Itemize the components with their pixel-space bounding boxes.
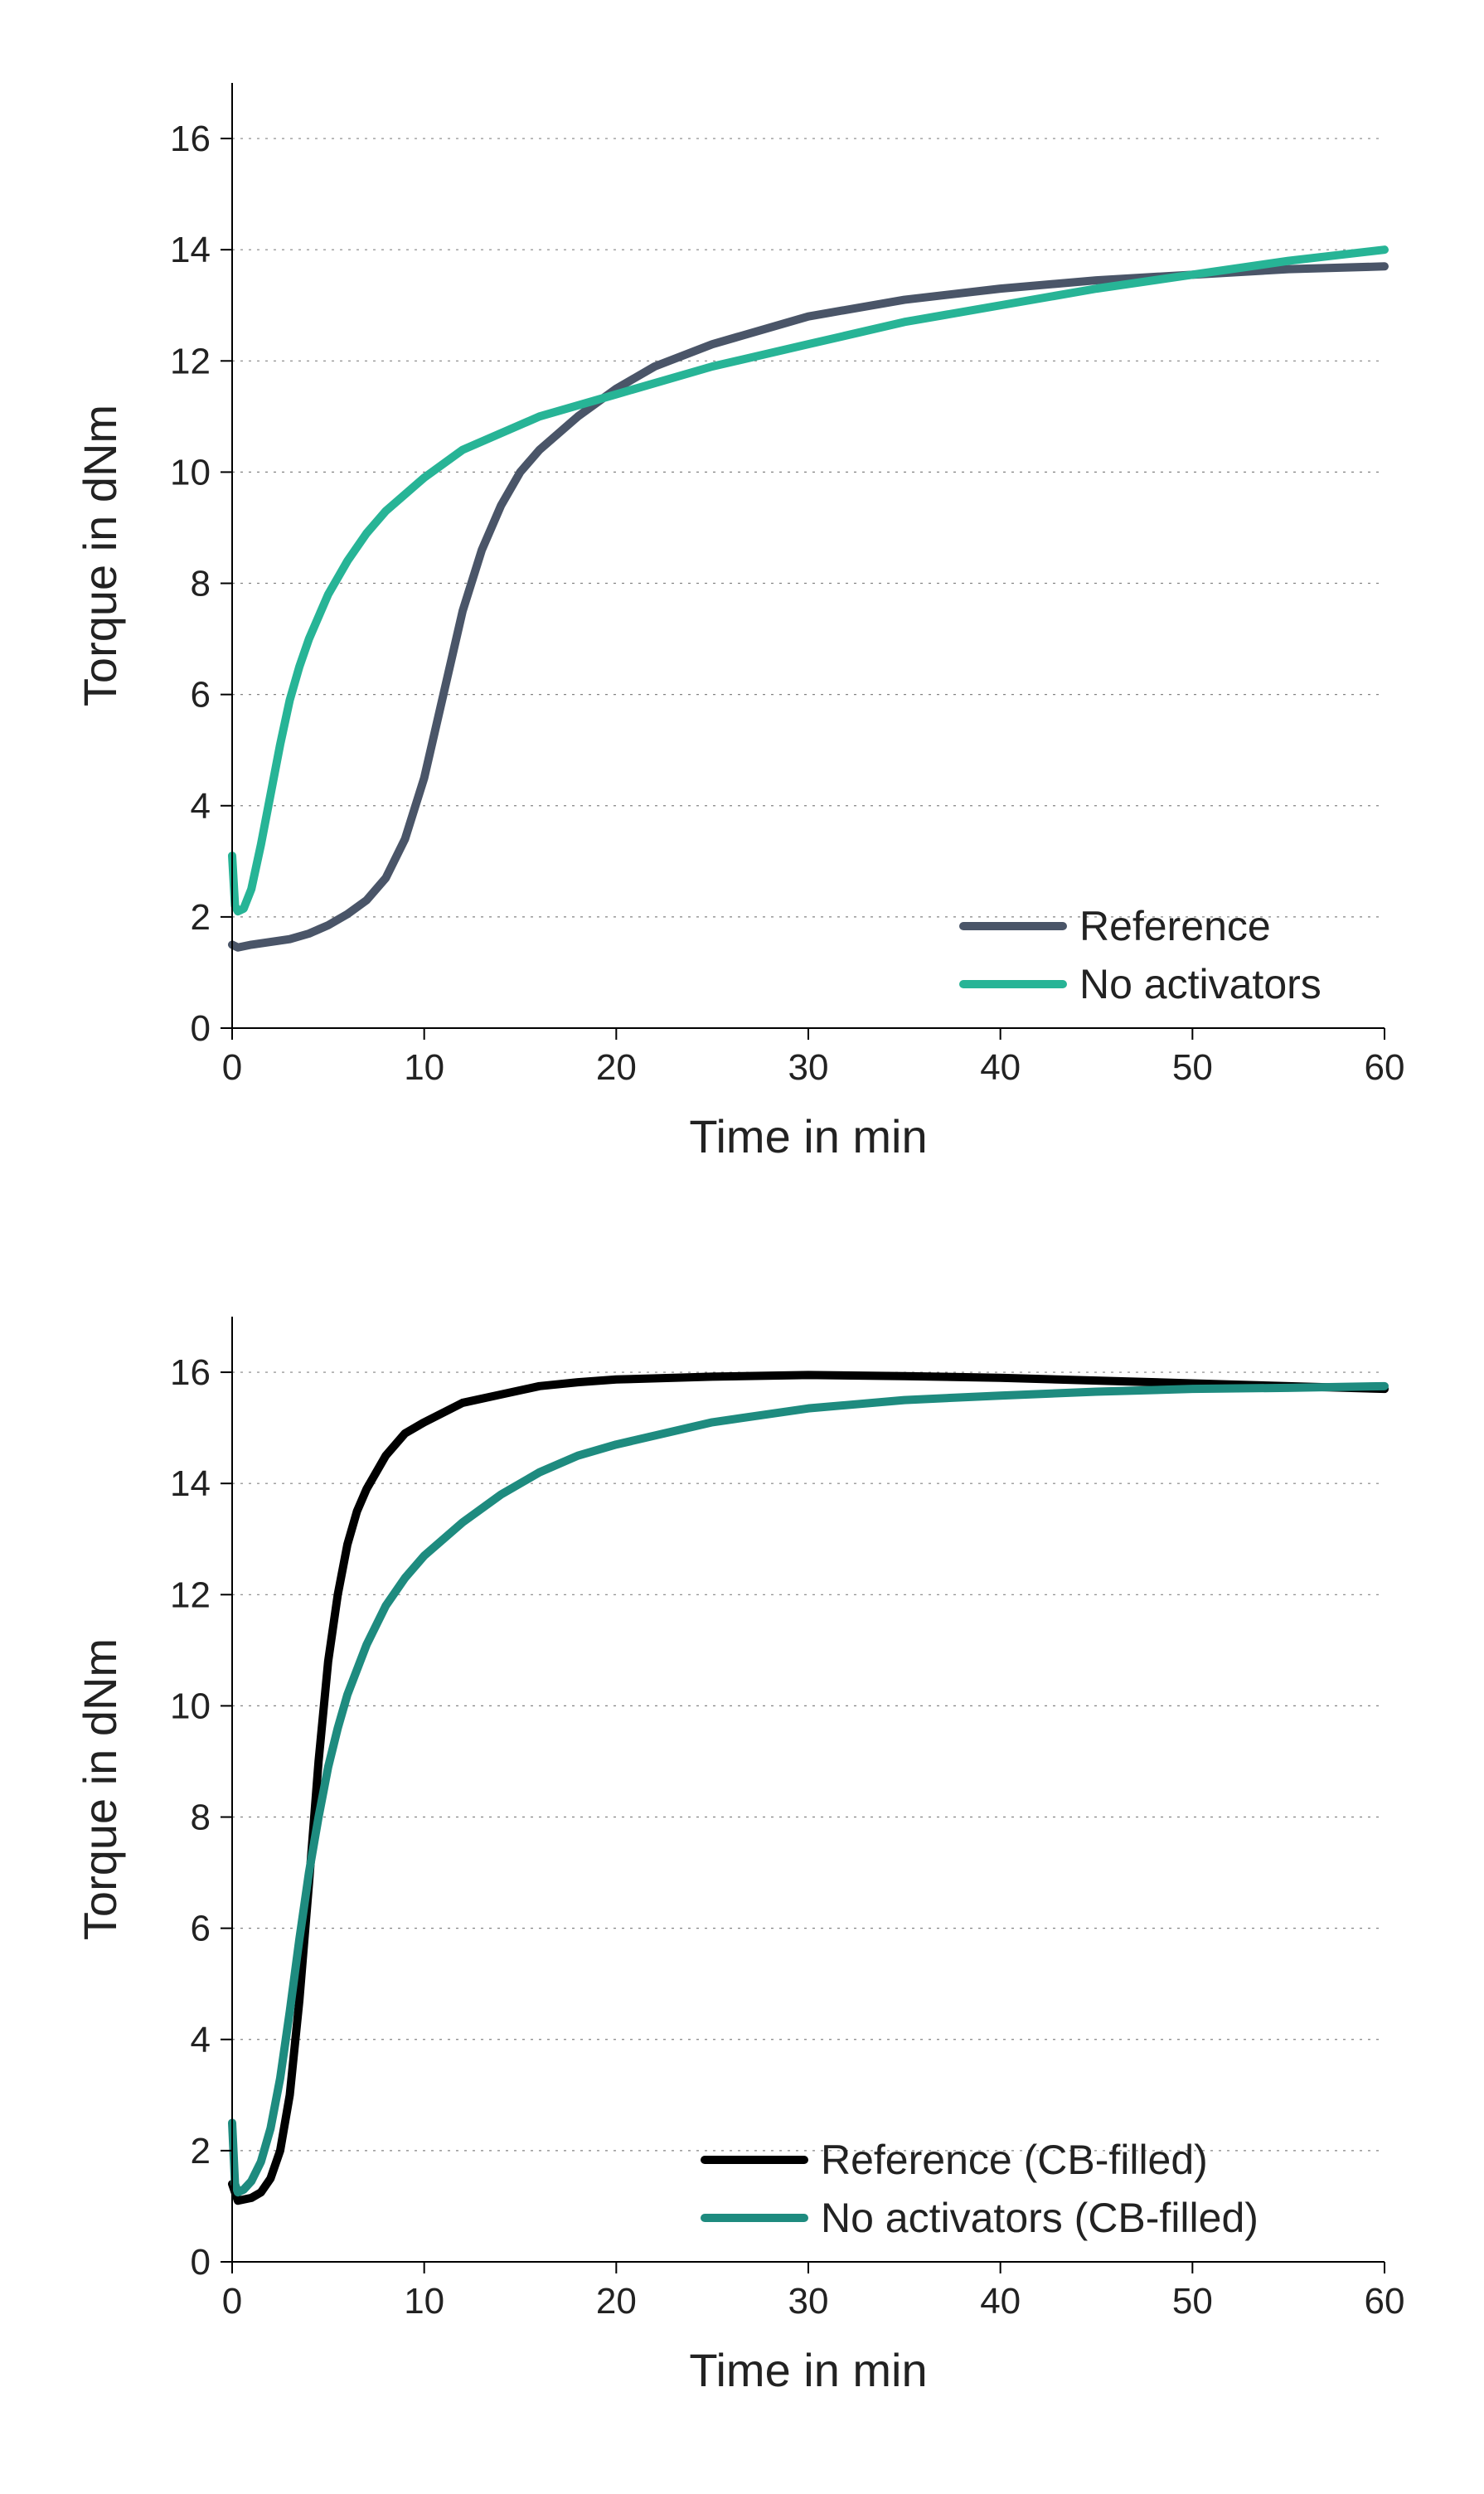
x-tick-label: 30 [788, 2281, 829, 2322]
plot-background [66, 50, 1418, 1211]
x-tick-label: 50 [1172, 2281, 1213, 2322]
x-axis-label: Time in min [689, 2344, 927, 2396]
x-tick-label: 20 [596, 1047, 637, 1088]
x-tick-label: 60 [1365, 2281, 1405, 2322]
y-tick-label: 8 [191, 564, 211, 604]
chart-top: 0 10 20 30 40 50 60 0 2 4 6 8 10 12 14 16 Time in min Tor… [66, 50, 1418, 1211]
x-tick-label: 20 [596, 2281, 637, 2322]
x-tick-label: 10 [404, 2281, 444, 2322]
x-tick-label: 0 [222, 1047, 242, 1088]
y-tick-label: 6 [191, 675, 211, 716]
y-axis-label: Torque in dNm [74, 1638, 126, 1940]
x-tick-label: 30 [788, 1047, 829, 1088]
y-tick-label: 0 [191, 2242, 211, 2283]
y-tick-label: 0 [191, 1008, 211, 1049]
y-tick-label: 10 [170, 1686, 211, 1726]
y-tick-label: 6 [191, 1909, 211, 1949]
legend-label: No activators [1079, 961, 1322, 1007]
x-tick-label: 0 [222, 2281, 242, 2322]
legend-label: Reference (CB-filled) [821, 2137, 1208, 2183]
chart-bottom: 0 10 20 30 40 50 60 0 2 4 6 8 10 12 14 16 Time in min Tor… [66, 1283, 1418, 2444]
x-tick-label: 40 [980, 2281, 1021, 2322]
y-tick-label: 16 [170, 1352, 211, 1393]
y-tick-label: 2 [191, 2131, 211, 2171]
y-tick-label: 8 [191, 1798, 211, 1838]
legend-label: Reference [1079, 903, 1271, 949]
y-tick-label: 14 [170, 1463, 211, 1504]
x-tick-label: 60 [1365, 1047, 1405, 1088]
y-tick-label: 4 [191, 786, 211, 827]
y-tick-label: 12 [170, 1575, 211, 1615]
page: 01020304050600246810121416Time in minTor… [0, 0, 1484, 2494]
y-tick-label: 14 [170, 230, 211, 270]
plot-background [66, 1283, 1418, 2444]
chart-svg: 0 10 20 30 40 50 60 0 2 4 6 8 10 12 14 16 Time in min Tor… [66, 1283, 1418, 2444]
y-tick-label: 4 [191, 2020, 211, 2060]
x-tick-label: 50 [1172, 1047, 1213, 1088]
legend-label: No activators (CB-filled) [821, 2195, 1258, 2241]
x-tick-label: 10 [404, 1047, 444, 1088]
y-tick-label: 16 [170, 119, 211, 159]
y-tick-label: 10 [170, 452, 211, 492]
y-tick-label: 2 [191, 897, 211, 938]
chart-svg: 0 10 20 30 40 50 60 0 2 4 6 8 10 12 14 16 Time in min Tor… [66, 50, 1418, 1211]
y-tick-label: 12 [170, 341, 211, 381]
y-axis-label: Torque in dNm [74, 405, 126, 706]
x-tick-label: 40 [980, 1047, 1021, 1088]
x-axis-label: Time in min [689, 1110, 927, 1162]
